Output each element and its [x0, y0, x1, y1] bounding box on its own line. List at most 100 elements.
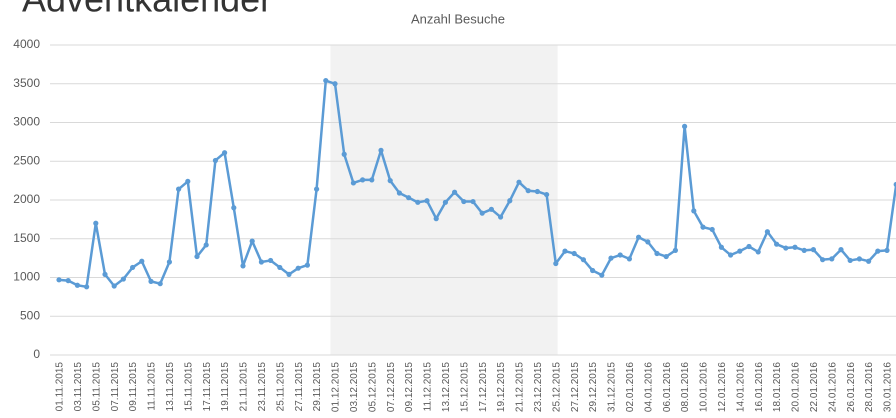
marker: [792, 244, 798, 250]
x-tick-label: 11.12.2015: [423, 362, 434, 412]
x-tick-label: 15.12.2015: [459, 362, 470, 412]
x-tick-label: 07.11.2015: [110, 362, 121, 412]
x-tick-label: 21.11.2015: [239, 362, 250, 412]
marker: [212, 157, 218, 164]
marker: [700, 224, 706, 230]
x-tick-label: 15.11.2015: [183, 362, 194, 412]
marker: [148, 278, 154, 284]
x-tick-label: 14.01.2016: [735, 362, 746, 412]
y-tick-label: 1500: [13, 231, 40, 245]
x-tick-label: 23.12.2015: [533, 362, 544, 412]
marker: [194, 253, 200, 260]
marker: [341, 151, 347, 157]
x-tick-label: 09.12.2015: [404, 362, 415, 412]
marker: [166, 259, 172, 265]
marker: [691, 208, 697, 214]
marker: [709, 226, 715, 233]
marker: [222, 150, 228, 156]
marker: [553, 260, 559, 267]
marker: [654, 250, 660, 257]
marker: [231, 205, 237, 211]
x-tick-label: 30.01.2016: [883, 362, 894, 412]
marker: [856, 256, 863, 262]
marker: [617, 252, 623, 258]
x-tick-label: 12.01.2016: [717, 362, 728, 412]
y-tick-label: 500: [20, 308, 40, 322]
marker: [875, 248, 881, 254]
x-tick-label: 21.12.2015: [515, 362, 526, 412]
marker: [350, 180, 356, 186]
x-tick-label: 31.12.2015: [607, 362, 618, 412]
marker: [452, 189, 458, 195]
marker: [442, 199, 448, 205]
marker: [801, 247, 807, 253]
marker: [139, 258, 145, 264]
marker: [672, 247, 679, 253]
marker: [764, 229, 771, 235]
marker: [74, 282, 80, 288]
x-tick-label: 05.11.2015: [91, 362, 102, 412]
marker: [498, 214, 504, 220]
marker: [120, 276, 126, 282]
marker: [516, 179, 522, 185]
marker: [829, 256, 835, 262]
marker: [562, 248, 568, 254]
marker: [488, 206, 494, 212]
marker: [406, 195, 412, 201]
marker: [682, 123, 688, 129]
marker: [396, 190, 402, 196]
marker: [774, 241, 780, 247]
marker: [866, 258, 872, 264]
x-tick-label: 11.11.2015: [147, 362, 158, 411]
marker: [93, 220, 99, 226]
marker: [424, 198, 430, 204]
x-tick-label: 23.11.2015: [257, 362, 268, 412]
x-tick-label: 18.01.2016: [772, 362, 783, 412]
x-tick-label: 13.11.2015: [165, 362, 176, 412]
x-tick-label: 29.11.2015: [312, 362, 323, 412]
marker: [84, 284, 90, 290]
x-tick-label: 17.12.2015: [478, 362, 489, 412]
marker: [507, 198, 513, 204]
marker: [157, 281, 163, 287]
x-tick-label: 25.12.2015: [551, 362, 562, 412]
marker: [268, 257, 274, 264]
marker: [590, 267, 596, 274]
marker: [203, 242, 209, 248]
marker: [728, 252, 734, 258]
marker: [810, 247, 817, 253]
marker: [65, 278, 71, 284]
marker: [314, 186, 320, 192]
marker: [847, 257, 853, 264]
marker: [433, 216, 439, 222]
y-tick-label: 0: [33, 347, 40, 361]
marker: [608, 255, 614, 261]
x-tick-label: 03.12.2015: [349, 362, 360, 412]
x-tick-label: 10.01.2016: [699, 362, 710, 412]
marker: [323, 78, 329, 84]
marker: [893, 181, 896, 188]
marker: [304, 262, 310, 268]
chart-title: Anzahl Besuche: [411, 11, 505, 26]
plot-background: [50, 44, 896, 356]
marker: [820, 257, 826, 263]
marker: [884, 247, 890, 253]
marker: [332, 81, 338, 87]
x-tick-label: 27.12.2015: [570, 362, 581, 412]
marker: [636, 234, 642, 240]
x-tick-label: 07.12.2015: [386, 362, 397, 412]
x-tick-label: 22.01.2016: [809, 362, 820, 412]
marker: [415, 199, 421, 205]
x-tick-label: 28.01.2016: [864, 362, 875, 412]
marker: [360, 177, 366, 183]
marker: [544, 191, 550, 198]
marker: [249, 238, 255, 244]
x-tick-label: 01.12.2015: [331, 362, 342, 412]
page-title: Adventkalender: [22, 0, 272, 20]
marker: [240, 263, 246, 269]
x-tick-label: 03.11.2015: [73, 362, 84, 412]
x-tick-label: 16.01.2016: [754, 362, 765, 412]
marker: [185, 178, 191, 184]
marker: [111, 283, 117, 289]
marker: [102, 271, 108, 277]
